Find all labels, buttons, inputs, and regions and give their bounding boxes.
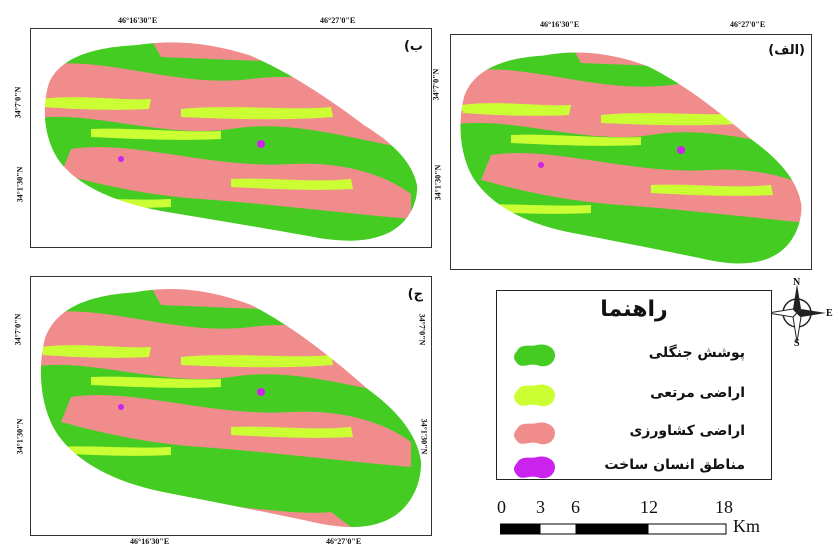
- legend-label-forest: پوشش جنگلی: [648, 345, 745, 361]
- panel-label-alef: (الف): [768, 43, 805, 58]
- urban-swatch-icon: [514, 456, 555, 479]
- panel-label-be: (ب: [403, 39, 423, 54]
- legend-label-urban: مناطق انسان ساخت: [604, 457, 745, 473]
- land-cover-map-jim: [40, 288, 422, 528]
- scale-bar: [500, 523, 727, 535]
- land-cover-map-be: [44, 42, 418, 241]
- lon-label-bottom-2: 46°27'0"E: [326, 537, 362, 546]
- lon-label-top-1: 46°16'30"E: [118, 16, 158, 25]
- lat-label-1: 34°7'0"N: [13, 86, 23, 119]
- lat-label-2: 34°1'30"N: [15, 166, 25, 203]
- north-arrow-icon: [767, 284, 826, 343]
- scale-unit: Km: [733, 516, 760, 536]
- legend-label-rangeland: اراضی مرتعی: [650, 385, 745, 401]
- legend-item-urban: مناطق انسان ساخت: [511, 453, 757, 483]
- scale-tick-12: 12: [640, 497, 658, 517]
- east-label: E: [826, 308, 833, 319]
- legend-label-agriculture: اراضی کشاورزی: [629, 423, 745, 439]
- scale-tick-3: 3: [536, 497, 545, 517]
- legend: راهنما پوشش جنگلی اراضی مرتعی اراضی کشاو…: [496, 290, 772, 480]
- lat-label-6: 34°1'30"N: [15, 418, 25, 455]
- lat-label-4: 34°1'30"N: [433, 164, 443, 201]
- lon-label-top-4: 46°27'0"E: [730, 20, 766, 29]
- lat-label-7: 34°7'0"N: [417, 313, 427, 346]
- lon-label-top-2: 46°27'0"E: [320, 16, 356, 25]
- map-panel-be: (ب: [30, 28, 432, 248]
- lat-label-8: 34°1'30"N: [419, 418, 429, 455]
- forest-swatch-icon: [514, 344, 555, 367]
- south-label: S: [794, 338, 800, 349]
- north-label: N: [793, 277, 801, 288]
- lon-label-bottom-1: 46°16'30"E: [130, 537, 170, 546]
- scale-tick-18: 18: [715, 497, 733, 517]
- land-cover-map-alef: [460, 52, 802, 264]
- rangeland-swatch-icon: [514, 384, 555, 407]
- map-panel-alef: (الف): [450, 34, 812, 270]
- legend-item-rangeland: اراضی مرتعی: [511, 381, 757, 411]
- lat-label-3: 34°7'0"N: [431, 68, 441, 101]
- lat-label-5: 34°7'0"N: [13, 313, 23, 346]
- legend-item-forest: پوشش جنگلی: [511, 341, 757, 371]
- legend-item-agriculture: اراضی کشاورزی: [511, 419, 757, 449]
- scale-tick-0: 0: [497, 497, 506, 517]
- legend-title: راهنما: [600, 297, 668, 322]
- scale-tick-6: 6: [571, 497, 580, 517]
- map-panel-jim: (ج: [30, 276, 432, 536]
- agriculture-swatch-icon: [514, 422, 555, 445]
- panel-label-jim: (ج: [407, 287, 423, 302]
- lon-label-top-3: 46°16'30"E: [540, 20, 580, 29]
